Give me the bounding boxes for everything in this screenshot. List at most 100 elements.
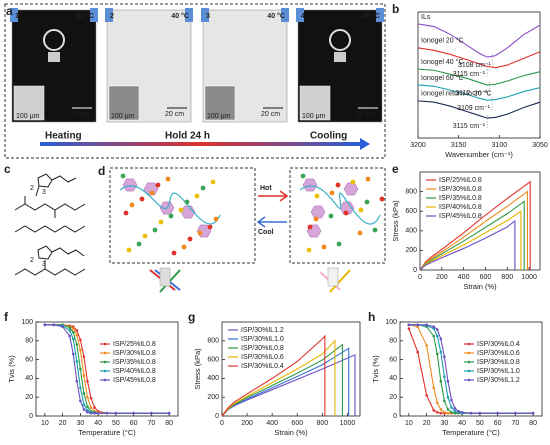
x-tick-label: 0 <box>418 274 422 281</box>
marker <box>446 379 450 383</box>
legend-label: ISP/45%IL0.8 <box>113 377 156 384</box>
atom-label: 3 <box>42 261 46 268</box>
series-line <box>419 190 529 271</box>
y-tick-label: 100 <box>385 319 397 326</box>
legend-marker <box>103 342 107 346</box>
hot-label: Hot <box>260 185 272 192</box>
polymer-chain <box>119 185 221 225</box>
marker <box>93 411 96 415</box>
x-tick-label: 600 <box>291 420 303 427</box>
legend-label: ISP/35%IL0.8 <box>439 195 482 202</box>
marker <box>75 329 79 332</box>
y-axis-label: Tvis (%) <box>371 355 380 383</box>
photo-number: 3 <box>206 13 210 20</box>
ion <box>358 207 364 213</box>
marker <box>435 352 439 356</box>
legend-marker <box>467 360 471 364</box>
marker <box>460 410 464 414</box>
marker <box>86 409 89 412</box>
light-prisms <box>149 267 351 293</box>
y-tick-label: 400 <box>207 375 219 382</box>
y-tick-label: 400 <box>405 228 417 235</box>
ion <box>197 230 203 236</box>
y-tick-label: 100 <box>21 319 33 326</box>
y-tick-label: 0 <box>413 267 417 274</box>
atom-label: 3 <box>42 189 46 196</box>
legend-label: ISP/25%IL0.8 <box>439 177 482 184</box>
ion <box>329 190 335 196</box>
legend-marker <box>103 360 107 364</box>
x-tick-label: 3050 <box>532 142 548 149</box>
marker <box>132 411 135 415</box>
legend-label: ILs <box>421 14 431 21</box>
ion <box>194 193 200 199</box>
ion <box>142 233 148 239</box>
x-axis-label: Wavenumber (cm⁻¹) <box>445 150 513 159</box>
marker <box>435 334 439 338</box>
marker <box>68 329 72 332</box>
marker <box>71 325 75 329</box>
marker <box>425 323 428 327</box>
photo-temp: 20 °C <box>362 12 380 20</box>
y-tick-label: 600 <box>405 208 417 215</box>
marker <box>439 350 443 354</box>
marker <box>82 408 86 411</box>
ion <box>126 247 132 253</box>
glove <box>185 8 193 22</box>
x-tick-label: 0 <box>220 420 224 427</box>
x-tick-label: 3100 <box>492 142 508 149</box>
marker <box>425 344 428 347</box>
panel-a-frame <box>4 3 386 159</box>
series-line <box>417 23 541 58</box>
marker <box>68 326 72 329</box>
hexagon <box>143 182 159 196</box>
marker <box>496 411 499 415</box>
legend-label: ISP/30%IL0.4 <box>477 341 520 348</box>
process-label: Cooling <box>310 131 347 142</box>
glove <box>105 8 113 22</box>
logo <box>329 29 351 51</box>
annotation: 3109 cm⁻¹ <box>457 105 491 112</box>
glove <box>376 8 384 22</box>
series-line <box>419 180 531 271</box>
scale-label: 20 cm <box>356 111 375 118</box>
ion <box>200 185 206 191</box>
ion <box>139 196 145 202</box>
legend-label: ISP/25%IL0.8 <box>113 341 156 348</box>
ion <box>328 213 334 219</box>
x-tick-label: 200 <box>241 420 253 427</box>
micro-scale-label: 100 μm <box>16 113 40 120</box>
annotation: 3112 cm⁻¹ <box>455 90 488 97</box>
x-tick-label: 30 <box>76 420 84 427</box>
x-tick-label: 70 <box>511 420 519 427</box>
marker <box>439 379 443 383</box>
y-axis-label: Tvis (%) <box>7 355 16 383</box>
annotation: 3115 cm⁻¹ <box>453 123 486 130</box>
photo-number: 4 <box>301 13 305 20</box>
ion <box>365 176 371 182</box>
ion <box>178 207 184 213</box>
marker <box>439 337 443 341</box>
marker <box>167 411 171 415</box>
y-tick-label: 0 <box>393 413 397 420</box>
plot-frame <box>221 321 361 417</box>
legend-label: ISP/30%IL1.0 <box>477 368 520 375</box>
x-tick-label: 3200 <box>410 142 426 149</box>
marker <box>416 325 420 329</box>
marker <box>432 334 436 338</box>
photo-temp: 20 °C <box>76 12 94 20</box>
x-tick-label: 1000 <box>340 420 356 427</box>
process-label: Heating <box>45 131 82 142</box>
ion <box>129 202 135 208</box>
x-tick-label: 60 <box>130 420 138 427</box>
marker <box>86 405 89 408</box>
ion <box>181 244 187 250</box>
series-line <box>417 47 541 69</box>
y-tick-label: 60 <box>389 356 397 363</box>
legend-label: ISP/30%IL0.8 <box>477 359 520 366</box>
x-tick-label: 3150 <box>451 142 467 149</box>
ion <box>357 230 363 236</box>
marker <box>446 408 450 411</box>
marker <box>453 410 457 413</box>
marker <box>79 399 82 403</box>
